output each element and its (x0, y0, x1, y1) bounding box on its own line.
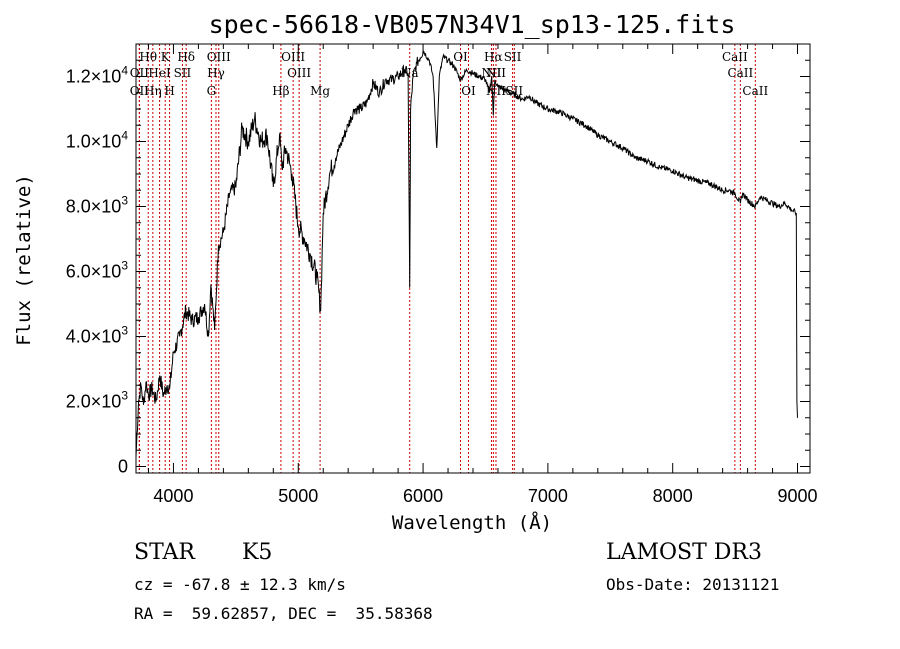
line-label-4: HeI (148, 66, 171, 80)
line-label-3: Hη (144, 84, 162, 98)
line-label-9: OIII (207, 50, 231, 64)
x-axis-ticks: 4000 5000 6000 7000 8000 9000 (147, 44, 818, 506)
plot-frame (135, 43, 811, 474)
line-label-14: OIII (287, 66, 311, 80)
object-type: STAR (134, 540, 195, 565)
x-tick-label-5000: 5000 (278, 486, 318, 506)
line-label-7: Hδ (177, 50, 195, 64)
x-tick-label-4000: 4000 (153, 486, 193, 506)
line-label-11: G (207, 84, 217, 98)
y-axis-ticks: 0 2.0×103 4.0×103 6.0×103 8.0×103 1.0×104 1.2×… (66, 59, 810, 477)
subclass: K5 (242, 540, 273, 565)
line-label-10: Hγ (207, 66, 225, 80)
line-label-26: CaII (727, 66, 753, 80)
line-label-23: SII (504, 50, 522, 64)
x-tick-label-8000: 8000 (653, 486, 693, 506)
x-axis-label: Wavelength (Å) (392, 511, 552, 534)
coordinates: RA = 59.62857, DEC = 35.58368 (134, 604, 433, 623)
line-label-8: SII (174, 66, 192, 80)
line-label-15: Mg (310, 84, 330, 98)
redshift-value: cz = -67.8 ± 12.3 km/s (134, 575, 346, 594)
line-label-22: NII (486, 66, 506, 80)
line-label-20: NII (481, 66, 501, 80)
x-tick-label-7000: 7000 (528, 486, 568, 506)
line-label-25: CaII (722, 50, 748, 64)
spectral-line-markers (138, 44, 756, 473)
chart-title: spec-56618-VB057N34V1_sp13-125.fits (209, 10, 736, 39)
x-tick-label-9000: 9000 (777, 486, 817, 506)
line-label-18: OI (461, 84, 476, 98)
obs-date: Obs-Date: 20131121 (606, 575, 780, 594)
y-tick-label-4000: 4.0×103 (66, 324, 129, 347)
line-label-13: OIII (281, 50, 305, 64)
line-label-27: CaII (742, 84, 768, 98)
y-tick-label-12000: 1.2×104 (66, 64, 129, 87)
line-label-19: Hα (484, 50, 503, 64)
line-label-12: Hβ (272, 84, 289, 98)
y-tick-label-8000: 8.0×103 (66, 194, 129, 217)
line-label-2: OII (130, 84, 150, 98)
line-label-6: H (164, 84, 174, 98)
y-axis-label: Flux (relative) (13, 174, 35, 346)
line-label-5: K (161, 50, 171, 64)
y-tick-label-2000: 2.0×103 (66, 389, 129, 412)
y-tick-label-10000: 1.0×104 (66, 129, 129, 152)
line-label-17: OI (453, 50, 468, 64)
y-tick-label-6000: 6.0×103 (66, 259, 129, 282)
survey-name: LAMOST DR3 (606, 540, 762, 565)
x-tick-label-6000: 6000 (403, 486, 443, 506)
line-label-0: Hθ (139, 50, 157, 64)
line-label-1: OII (130, 66, 150, 80)
spectrum-line (135, 50, 798, 457)
y-tick-label-0: 0 (118, 457, 128, 477)
line-label-24: SII (505, 84, 523, 98)
